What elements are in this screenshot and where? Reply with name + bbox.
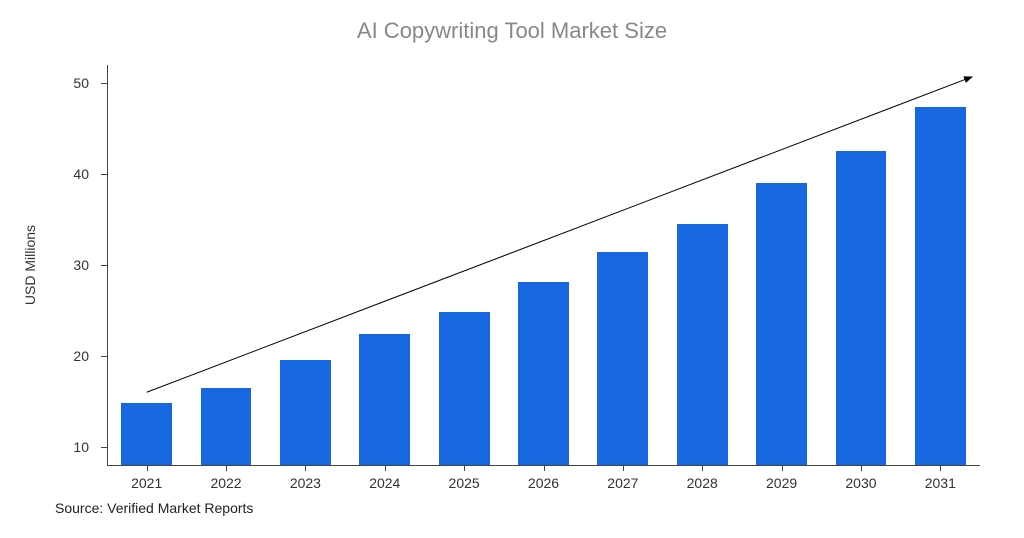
x-tick-label: 2027 — [607, 475, 638, 491]
x-tick-label: 2028 — [687, 475, 718, 491]
y-tick-label: 50 — [73, 75, 89, 91]
x-tick-mark — [385, 465, 386, 471]
x-tick-mark — [305, 465, 306, 471]
trendline — [107, 65, 980, 465]
y-axis-label: USD Millions — [22, 225, 38, 305]
x-tick-label: 2025 — [449, 475, 480, 491]
x-tick-label: 2031 — [925, 475, 956, 491]
x-tick-mark — [147, 465, 148, 471]
x-tick-label: 2024 — [369, 475, 400, 491]
x-tick-label: 2026 — [528, 475, 559, 491]
x-tick-mark — [782, 465, 783, 471]
x-tick-mark — [940, 465, 941, 471]
x-tick-mark — [226, 465, 227, 471]
source-caption: Source: Verified Market Reports — [55, 500, 253, 516]
x-tick-label: 2021 — [131, 475, 162, 491]
x-tick-mark — [623, 465, 624, 471]
x-tick-mark — [702, 465, 703, 471]
x-tick-mark — [544, 465, 545, 471]
y-tick-label: 10 — [73, 439, 89, 455]
plot-area: 1020304050202120222023202420252026202720… — [107, 65, 980, 465]
x-tick-label: 2029 — [766, 475, 797, 491]
x-tick-label: 2030 — [845, 475, 876, 491]
chart-title: AI Copywriting Tool Market Size — [0, 18, 1024, 44]
y-tick-label: 40 — [73, 166, 89, 182]
y-tick-label: 30 — [73, 257, 89, 273]
x-tick-mark — [861, 465, 862, 471]
chart-container: AI Copywriting Tool Market Size USD Mill… — [0, 0, 1024, 538]
x-tick-mark — [464, 465, 465, 471]
x-tick-label: 2023 — [290, 475, 321, 491]
y-tick-label: 20 — [73, 348, 89, 364]
x-tick-label: 2022 — [210, 475, 241, 491]
